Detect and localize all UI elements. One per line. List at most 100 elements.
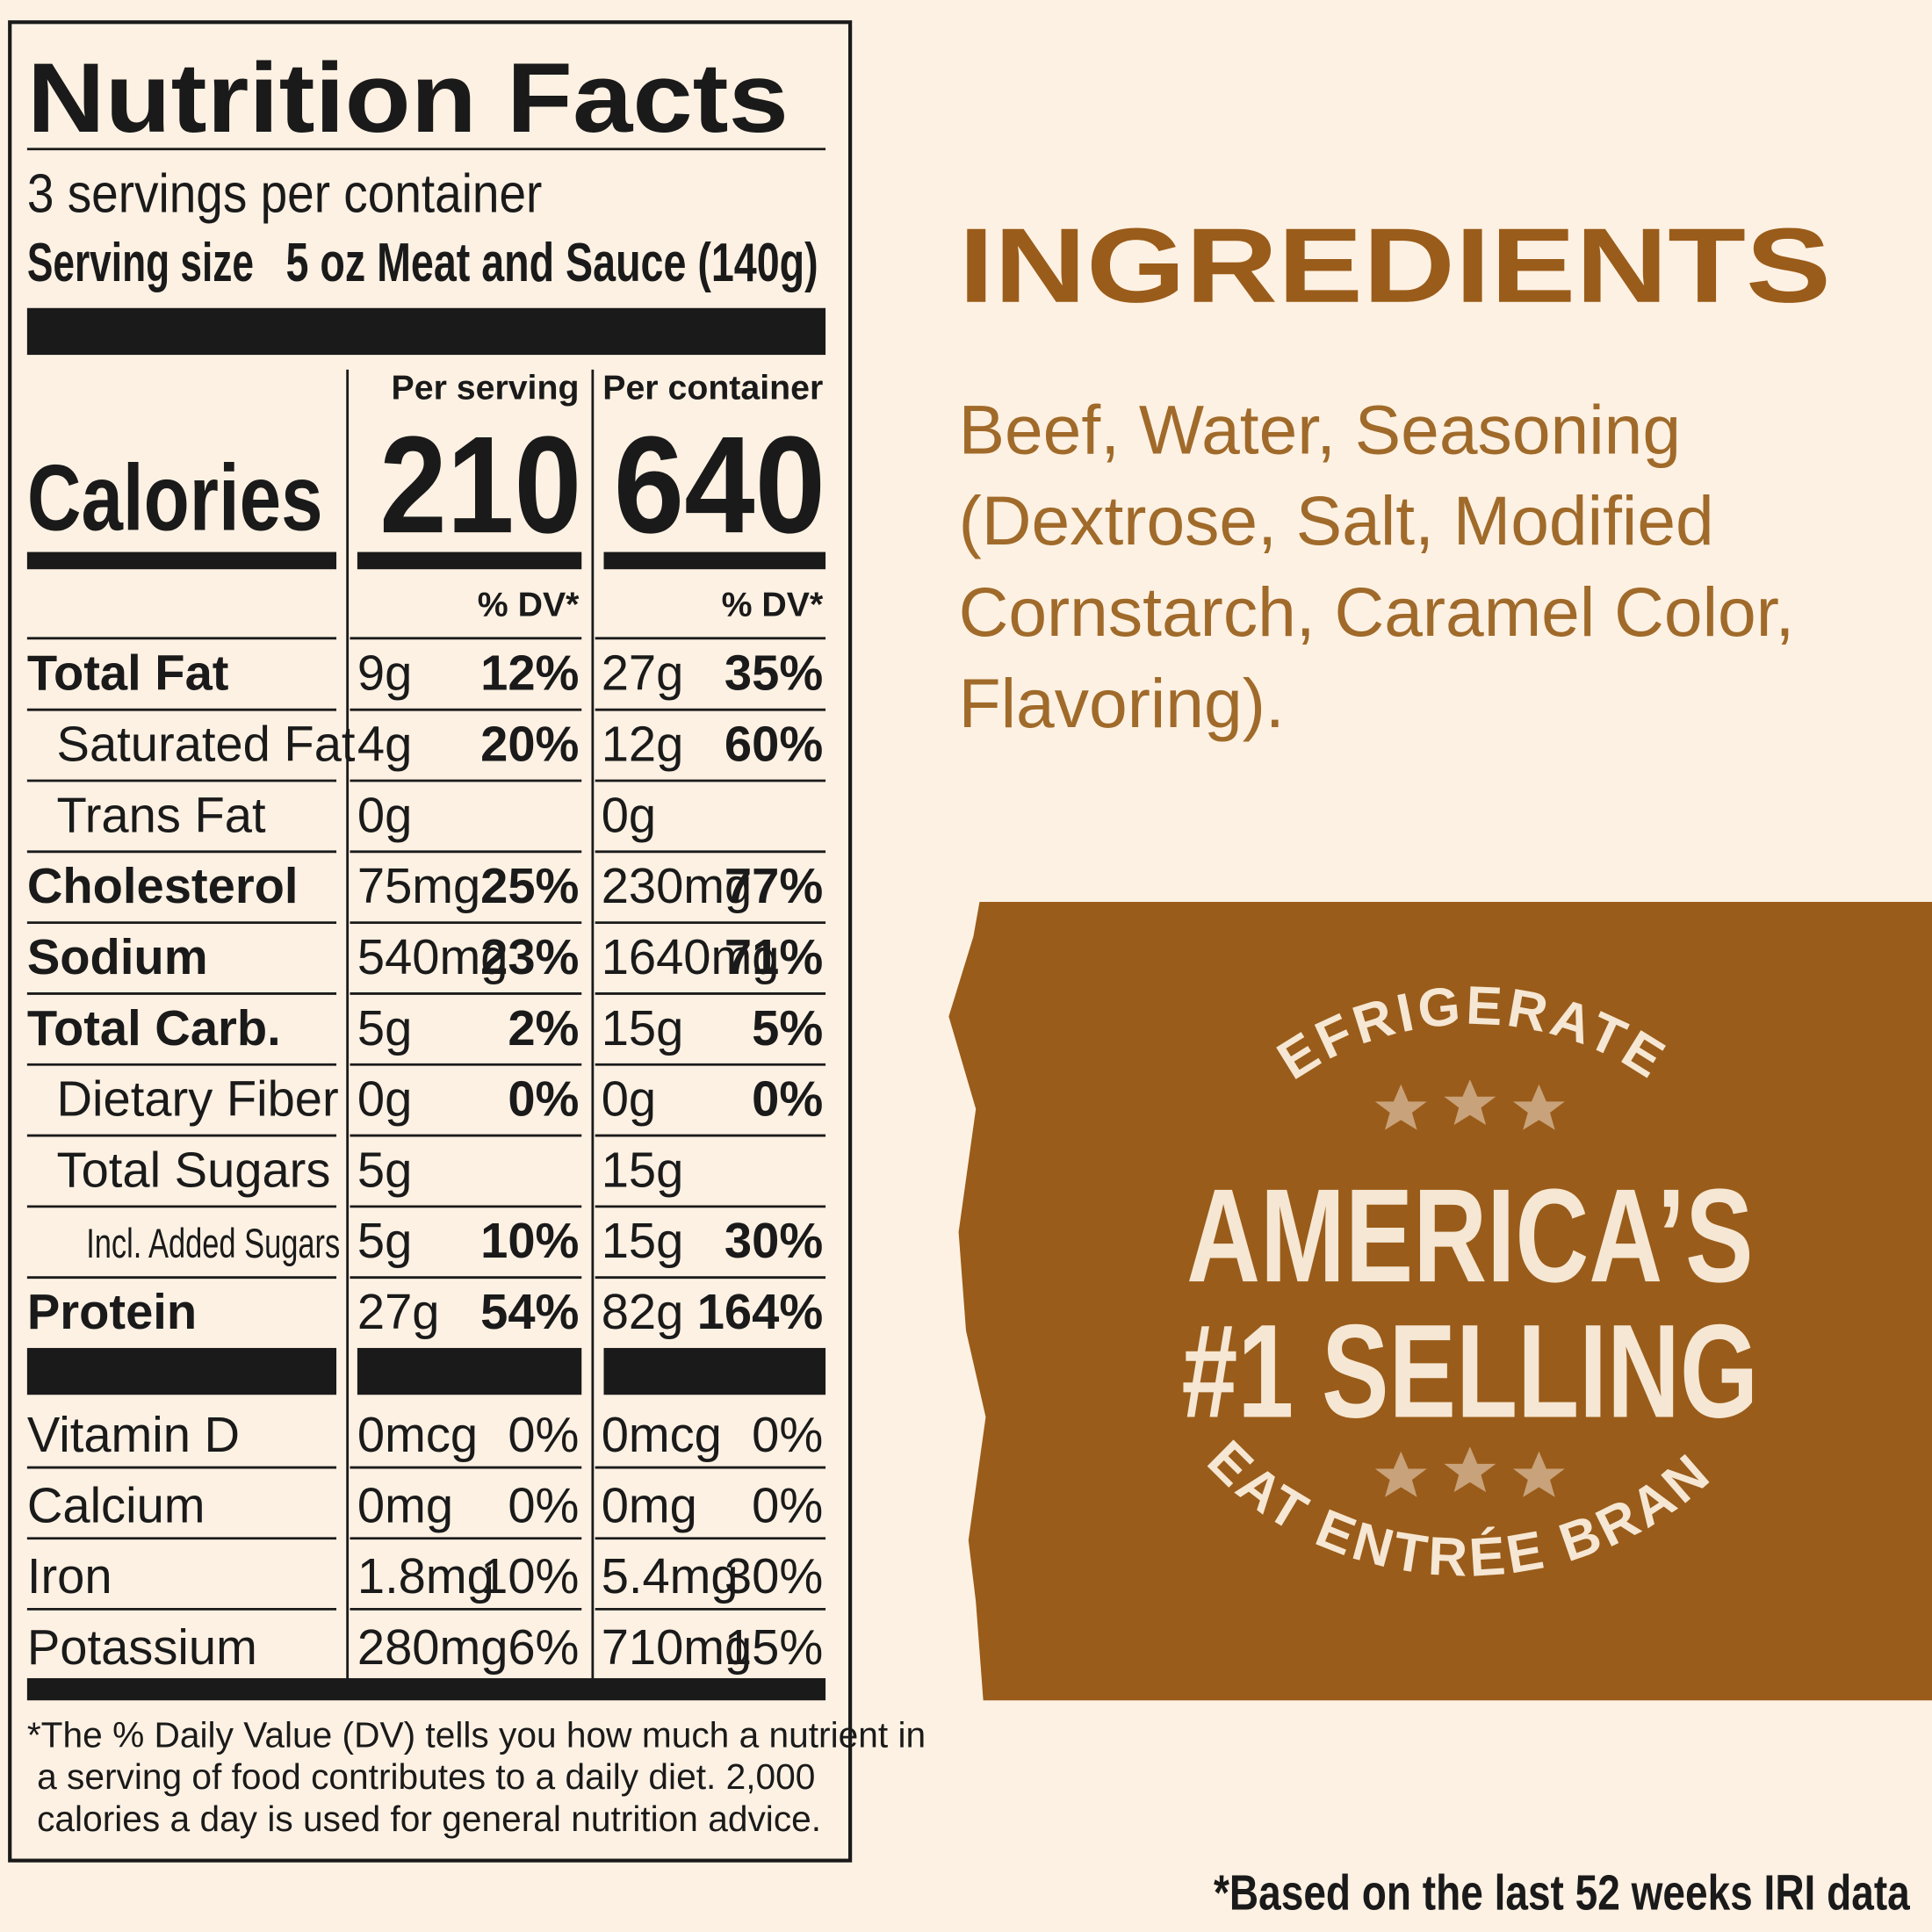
daily-value: 30%: [724, 1548, 823, 1604]
footnote: *The % Daily Value (DV) tells you how mu…: [27, 1715, 926, 1755]
daily-value: 77%: [724, 858, 823, 913]
nutrient-label: Incl. Added Sugars: [86, 1221, 340, 1267]
nutrient-label: Protein: [27, 1284, 197, 1339]
star: [1444, 1079, 1496, 1125]
daily-value: 10%: [480, 1213, 579, 1268]
badge-headline: AMERICA’S: [1186, 1162, 1753, 1310]
amount: 5g: [357, 1213, 412, 1268]
ingredients-text: Flavoring).: [959, 665, 1285, 742]
bar: [603, 551, 826, 570]
amount: 0g: [602, 1071, 656, 1127]
footer-note: *Based on the last 52 weeks IRI data: [1214, 1865, 1910, 1921]
daily-value: 0%: [508, 1477, 579, 1532]
star: [1512, 1084, 1565, 1130]
amount: 15g: [602, 1000, 684, 1056]
daily-value: 15%: [724, 1619, 823, 1675]
calories-value: 210: [379, 408, 581, 562]
amount: 0g: [357, 1071, 412, 1127]
stars: [1374, 1079, 1565, 1497]
daily-value: 71%: [724, 929, 823, 984]
amount: 230mg: [602, 858, 753, 913]
ingredients-text: Beef, Water, Seasoning: [959, 391, 1681, 468]
nutrient-label: Trans Fat: [57, 787, 266, 842]
amount: 710mg: [602, 1619, 753, 1675]
daily-value: 0%: [508, 1407, 579, 1462]
daily-value: 2%: [508, 1000, 579, 1056]
amount: 540mg: [357, 929, 508, 984]
amount: 15g: [602, 1142, 684, 1197]
ingredients-title: INGREDIENTS: [959, 206, 1831, 325]
ingredients-text: Cornstarch, Caramel Color,: [959, 573, 1795, 651]
bar: [26, 551, 337, 570]
amount: 12g: [602, 717, 684, 772]
daily-value: 30%: [724, 1213, 823, 1268]
amount: 0mcg: [602, 1407, 722, 1462]
amount: 0mg: [602, 1477, 697, 1532]
nutrition-title: Nutrition Facts: [27, 42, 789, 153]
amount: 1.8mg: [357, 1548, 494, 1604]
calories-value: 640: [614, 408, 825, 562]
daily-value: 20%: [480, 717, 579, 772]
footnote: calories a day is used for general nutri…: [37, 1799, 821, 1839]
badge-background: [948, 902, 1932, 1701]
bar: [357, 1347, 582, 1395]
daily-value: 23%: [480, 929, 579, 984]
badge-headline: #1 SELLING: [1182, 1298, 1759, 1446]
nutrient-label: Iron: [27, 1548, 112, 1604]
daily-value: 5%: [752, 1000, 823, 1056]
amount: 9g: [357, 645, 412, 701]
daily-value: 10%: [480, 1548, 579, 1604]
dv-header: % DV*: [478, 586, 580, 624]
amount: 5g: [357, 1142, 412, 1197]
amount: 0g: [357, 787, 412, 842]
serving-size-label: Serving size: [27, 233, 254, 293]
amount: 15g: [602, 1213, 684, 1268]
serving-size: 5 oz Meat and Sauce (140g): [286, 233, 818, 293]
nutrient-label: Saturated Fat: [57, 717, 356, 772]
nutrient-label: Calcium: [27, 1477, 205, 1532]
daily-value: 0%: [508, 1071, 579, 1127]
thick-bar: [26, 307, 826, 356]
amount: 27g: [357, 1284, 440, 1339]
calories-label: Calories: [27, 444, 323, 550]
star: [1512, 1451, 1565, 1497]
daily-value: 0%: [752, 1071, 823, 1127]
servings: 3 servings per container: [27, 163, 542, 224]
column-header: Per container: [602, 369, 823, 407]
footnote: a serving of food contributes to a daily…: [37, 1756, 815, 1797]
amount: 280mg: [357, 1619, 508, 1675]
ingredients-text: (Dextrose, Salt, Modified: [959, 482, 1714, 559]
nutrient-label: Total Sugars: [57, 1142, 331, 1197]
star: [1374, 1084, 1427, 1130]
daily-value: 164%: [697, 1284, 824, 1339]
bar: [26, 1677, 826, 1701]
daily-value: 6%: [508, 1619, 579, 1675]
amount: 5g: [357, 1000, 412, 1056]
nutrient-label: Vitamin D: [27, 1407, 240, 1462]
bar: [26, 1347, 337, 1395]
daily-value: 60%: [724, 717, 823, 772]
nutrient-label: Dietary Fiber: [57, 1071, 339, 1127]
nutrient-label: Cholesterol: [27, 858, 299, 913]
amount: 27g: [602, 645, 684, 701]
daily-value: 12%: [480, 645, 579, 701]
dv-header: % DV*: [722, 586, 824, 624]
star: [1374, 1451, 1427, 1497]
amount: 1640mg: [602, 929, 780, 984]
amount: 5.4mg: [602, 1548, 739, 1604]
amount: 0mg: [357, 1477, 453, 1532]
amount: 4g: [357, 717, 412, 772]
bar: [603, 1347, 826, 1395]
daily-value: 35%: [724, 645, 823, 701]
amount: 0g: [602, 787, 656, 842]
nutrient-label: Total Carb.: [27, 1000, 281, 1056]
nutrient-label: Sodium: [27, 929, 208, 984]
daily-value: 25%: [480, 858, 579, 913]
column-header: Per serving: [392, 369, 580, 407]
daily-value: 54%: [480, 1284, 579, 1339]
amount: 75mg: [357, 858, 480, 913]
daily-value: 0%: [752, 1477, 823, 1532]
daily-value: 0%: [752, 1407, 823, 1462]
nutrient-label: Total Fat: [27, 645, 229, 701]
